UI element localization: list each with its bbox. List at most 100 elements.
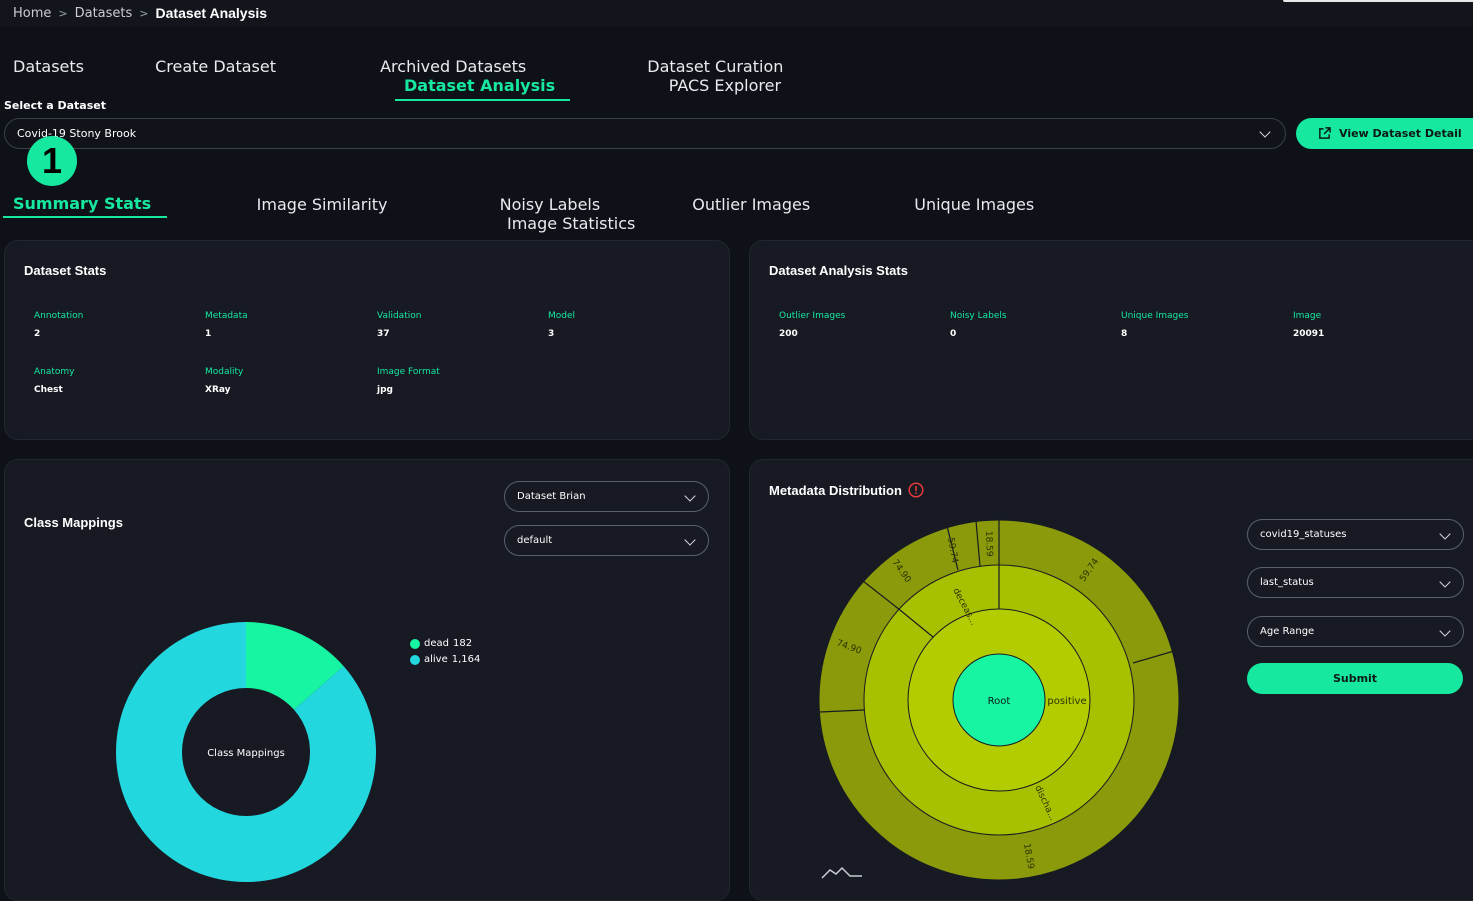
sunburst-value-label: 18.59 xyxy=(983,531,994,557)
tab-dataset-curation[interactable]: Dataset Curation xyxy=(647,57,784,76)
stat-validation-label: Validation xyxy=(377,311,422,321)
class-mapping-dataset-value: Dataset Brian xyxy=(517,491,586,502)
dataset-select[interactable]: Covid-19 Stony Brook xyxy=(4,118,1286,149)
view-dataset-detail-button[interactable]: View Dataset Detail xyxy=(1296,118,1473,149)
metadata-distribution-card: Metadata Distribution Root positive dece… xyxy=(749,459,1473,901)
chart-legend: dead 182 alive 1,164 xyxy=(410,638,480,665)
stat-outlier-images-label: Outlier Images xyxy=(779,311,846,321)
tab-image-similarity[interactable]: Image Similarity xyxy=(256,195,388,214)
stat-metadata-value: 1 xyxy=(205,329,212,339)
stat-image-label: Image xyxy=(1293,311,1322,321)
stat-anatomy-value: Chest xyxy=(34,385,63,395)
stat-annotation-value: 2 xyxy=(34,329,41,339)
stat-model-value: 3 xyxy=(548,329,555,339)
metadata-field-select-1[interactable]: covid19_statuses xyxy=(1247,519,1464,550)
main-tabs: Datasets Create Dataset Archived Dataset… xyxy=(13,57,783,101)
stat-validation-value: 37 xyxy=(377,329,390,339)
stat-noisy-labels-value: 0 xyxy=(950,329,957,339)
donut-slice-dead[interactable] xyxy=(246,622,344,710)
dataset-stats-card: Dataset Stats Annotation 2 Metadata 1 Va… xyxy=(4,240,730,440)
tab-dataset-analysis-label: Dataset Analysis xyxy=(404,76,556,95)
metadata-field-select-3-value: Age Range xyxy=(1260,626,1315,637)
metadata-field-select-2-value: last_status xyxy=(1260,577,1314,588)
tab-unique-images[interactable]: Unique Images xyxy=(914,195,1035,214)
class-mappings-title: Class Mappings xyxy=(24,515,123,530)
stat-modality-value: XRay xyxy=(205,385,231,395)
tab-outlier-images[interactable]: Outlier Images xyxy=(692,195,811,214)
chevron-down-icon xyxy=(1259,126,1271,138)
class-mappings-card: Class Mappings Dataset Brian default Cla… xyxy=(4,459,730,901)
stat-unique-images-label: Unique Images xyxy=(1121,311,1189,321)
legend-dead-name: dead xyxy=(424,638,449,649)
legend-dead-value: 182 xyxy=(452,638,473,649)
alert-circle-icon[interactable] xyxy=(908,482,924,498)
legend-alive-value: 1,164 xyxy=(451,654,481,665)
legend-dot-alive xyxy=(410,654,420,665)
sunburst-divider xyxy=(862,580,901,611)
metadata-field-select-3[interactable]: Age Range xyxy=(1247,616,1464,647)
stat-model-label: Model xyxy=(548,311,576,321)
submit-button[interactable]: Submit xyxy=(1247,663,1463,694)
donut-center-label: Class Mappings xyxy=(207,748,285,759)
chevron-down-icon xyxy=(1439,576,1451,588)
chevron-down-icon xyxy=(1439,528,1451,540)
tab-summary-stats[interactable]: Summary Stats xyxy=(3,194,167,218)
sunburst-divider xyxy=(899,609,934,638)
top-search-input[interactable] xyxy=(1283,0,1473,2)
metadata-distribution-title: Metadata Distribution xyxy=(769,482,902,498)
donut-slice-alive[interactable] xyxy=(115,622,376,882)
stat-annotation-label: Annotation xyxy=(34,311,84,321)
legend-item-dead[interactable]: dead 182 xyxy=(410,638,480,649)
stat-unique-images-value: 8 xyxy=(1121,329,1128,339)
sunburst-divider xyxy=(819,709,865,713)
legend-dot-dead xyxy=(410,638,420,649)
sunburst-root-label: Root xyxy=(988,696,1011,707)
select-dataset-label: Select a Dataset xyxy=(4,99,106,112)
class-mapping-dataset-select[interactable]: Dataset Brian xyxy=(504,481,709,512)
tab-datasets[interactable]: Datasets xyxy=(13,57,84,76)
chevron-down-icon xyxy=(1439,625,1451,637)
tab-dataset-analysis[interactable]: Dataset Analysis xyxy=(395,76,570,101)
tab-pacs-explorer[interactable]: PACS Explorer xyxy=(668,76,782,95)
dataset-stats-title: Dataset Stats xyxy=(24,263,107,278)
external-link-icon xyxy=(1319,127,1331,139)
sunburst-value-label: 18.59 xyxy=(1021,843,1035,870)
tab-image-statistics[interactable]: Image Statistics xyxy=(507,214,636,233)
dataset-analysis-stats-card: Dataset Analysis Stats Outlier Images 20… xyxy=(749,240,1473,440)
tab-archived-datasets[interactable]: Archived Datasets xyxy=(380,57,527,76)
step-number-badge: 1 xyxy=(27,136,77,186)
sunburst-divider xyxy=(975,520,981,567)
analysis-stats-title: Dataset Analysis Stats xyxy=(769,263,908,278)
metadata-sunburst-chart: Root positive deceas... discha... 59.74 … xyxy=(818,519,1180,881)
class-mapping-version-value: default xyxy=(517,535,553,546)
breadcrumb: Home > Datasets > Dataset Analysis xyxy=(13,5,267,21)
breadcrumb-home[interactable]: Home xyxy=(13,5,52,21)
stat-anatomy-label: Anatomy xyxy=(34,367,75,377)
breadcrumb-separator: > xyxy=(58,6,68,20)
stat-outlier-images-value: 200 xyxy=(779,329,798,339)
tab-create-dataset[interactable]: Create Dataset xyxy=(155,57,276,76)
stat-image-value: 20091 xyxy=(1293,329,1325,339)
stat-image-format-value: jpg xyxy=(377,385,393,395)
plotly-logo-icon[interactable] xyxy=(821,866,862,879)
breadcrumb-datasets[interactable]: Datasets xyxy=(74,5,133,21)
sunburst-divider xyxy=(946,525,959,571)
class-mapping-version-select[interactable]: default xyxy=(504,525,709,556)
legend-item-alive[interactable]: alive 1,164 xyxy=(410,654,480,665)
active-tab-underline xyxy=(3,216,167,218)
stat-image-format-label: Image Format xyxy=(377,367,440,377)
metadata-field-select-2[interactable]: last_status xyxy=(1247,567,1464,598)
stat-noisy-labels-label: Noisy Labels xyxy=(950,311,1007,321)
analysis-tabs: Summary Stats Image Similarity Noisy Lab… xyxy=(3,194,1034,233)
active-tab-underline xyxy=(395,99,570,101)
metadata-field-select-1-value: covid19_statuses xyxy=(1260,529,1347,540)
breadcrumb-current: Dataset Analysis xyxy=(155,5,268,21)
stat-modality-label: Modality xyxy=(205,367,244,377)
sunburst-divider xyxy=(1132,650,1175,664)
dataset-select-value: Covid-19 Stony Brook xyxy=(17,127,137,140)
tab-noisy-labels[interactable]: Noisy Labels xyxy=(499,195,601,214)
breadcrumb-separator: > xyxy=(139,6,149,20)
view-dataset-detail-label: View Dataset Detail xyxy=(1339,127,1462,140)
sunburst-root[interactable] xyxy=(952,653,1046,747)
class-mappings-donut-chart: Class Mappings xyxy=(115,622,376,882)
